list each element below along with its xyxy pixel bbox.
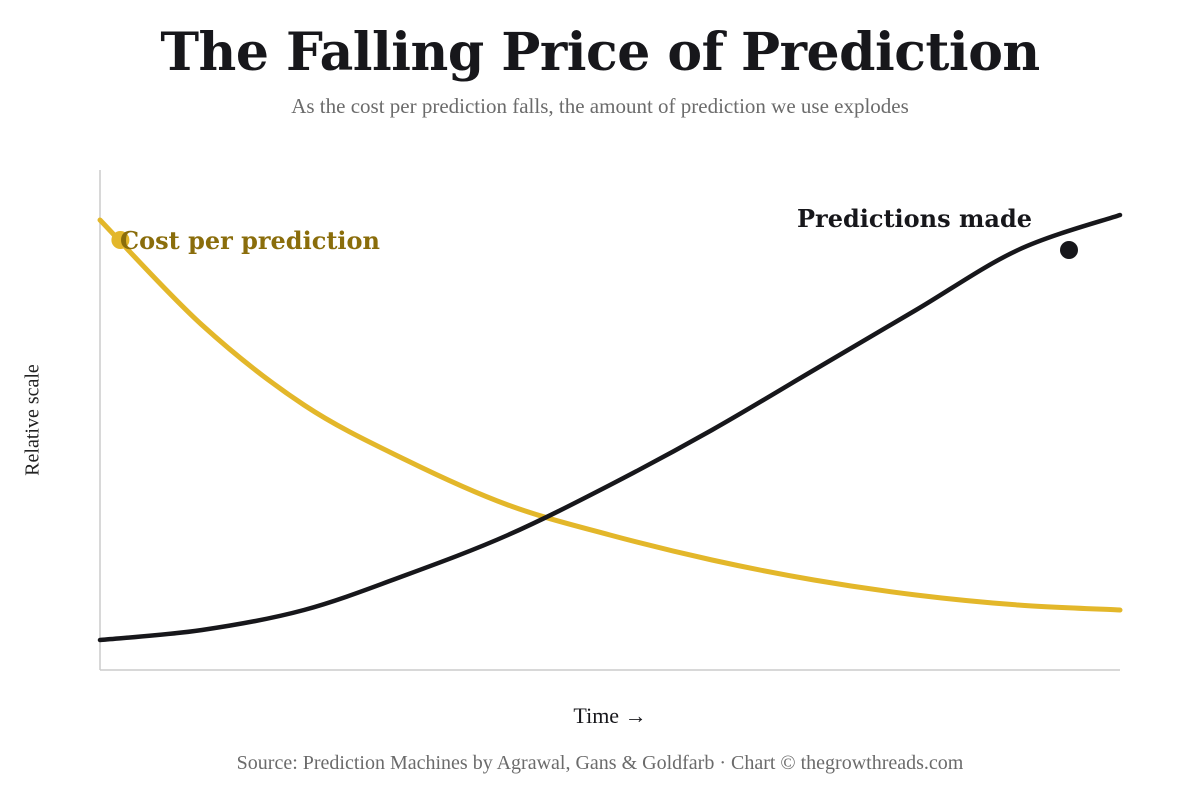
legend-label-cost-per-prediction: Cost per prediction — [120, 226, 380, 255]
series-line-cost-per-prediction — [97, 217, 1123, 613]
chart-subtitle: As the cost per prediction falls, the am… — [291, 94, 909, 118]
series-line-predictions-made — [97, 212, 1123, 643]
y-axis-label: Relative scale — [21, 364, 44, 476]
cost-marker — [111, 231, 130, 249]
source-credit: Source: Prediction Machines by Agrawal, … — [236, 752, 964, 774]
chart-title: The Falling Price of Prediction — [160, 22, 1040, 83]
predictions-marker — [1060, 241, 1078, 259]
x-axis-label: Time → — [573, 703, 647, 728]
legend-label-predictions-made: Predictions made — [797, 204, 1032, 233]
